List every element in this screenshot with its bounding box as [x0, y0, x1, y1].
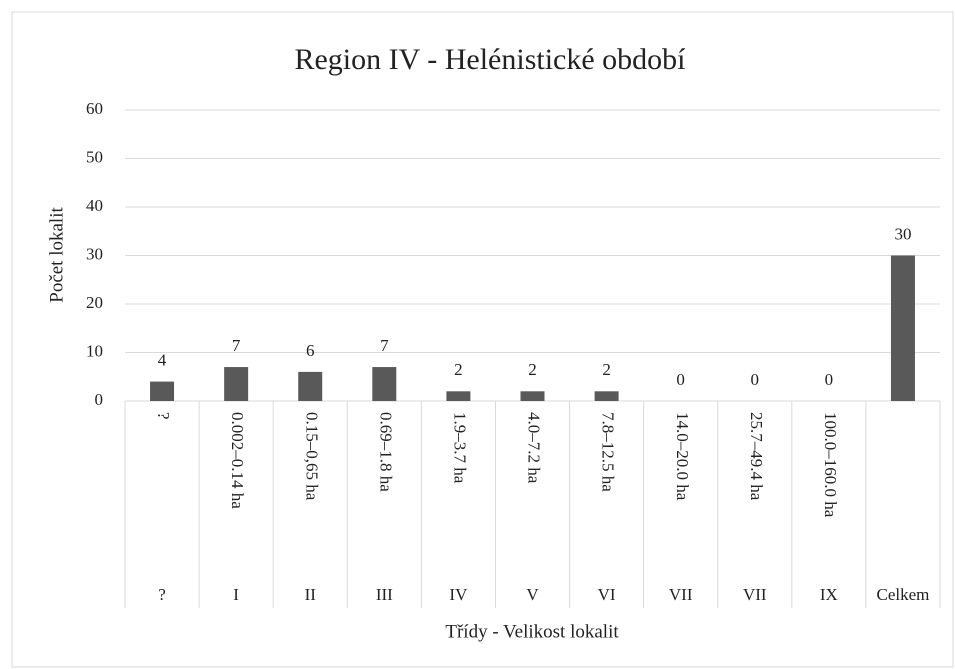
x-class-label: I: [233, 585, 239, 604]
bar: [372, 367, 397, 401]
y-tick-label: 10: [86, 341, 103, 360]
x-tick-label: 0.69–1.8 ha: [376, 412, 395, 492]
x-class-label: ?: [158, 585, 166, 604]
y-tick-label: 40: [86, 196, 103, 215]
x-class-label: VII: [743, 585, 767, 604]
x-tick-label: 1.9–3.7 ha: [451, 412, 470, 484]
data-label: 7: [380, 336, 389, 355]
y-tick-label: 60: [86, 99, 103, 118]
x-tick-label: 4.0–7.2 ha: [525, 412, 544, 484]
x-class-label: II: [305, 585, 317, 604]
y-tick-label: 50: [86, 147, 103, 166]
data-label: 2: [528, 360, 537, 379]
data-label: 7: [232, 336, 241, 355]
y-tick-label: 20: [86, 293, 103, 312]
data-label: 30: [894, 224, 911, 243]
x-tick-label: 7.8–12.5 ha: [599, 412, 618, 492]
x-axis-title: Třídy - Velikost lokalit: [445, 621, 619, 642]
x-tick-label: ?: [154, 412, 173, 420]
x-tick-label: 14.0–20.0 ha: [673, 412, 692, 501]
bar: [520, 391, 545, 401]
data-label: 0: [825, 370, 834, 389]
data-label: 4: [158, 351, 167, 370]
x-tick-label: 0.15–0,65 ha: [302, 412, 321, 501]
x-tick-label: 100.0–160.0 ha: [821, 412, 840, 518]
bar: [224, 367, 249, 401]
data-label: 0: [676, 370, 685, 389]
x-class-label: IX: [820, 585, 838, 604]
data-label: 2: [454, 360, 463, 379]
data-label: 6: [306, 341, 315, 360]
x-class-label: IV: [449, 585, 468, 604]
x-class-label: V: [526, 585, 539, 604]
data-label: 2: [602, 360, 611, 379]
x-tick-label: 0.002–0.14 ha: [228, 412, 247, 509]
x-class-label: VI: [598, 585, 616, 604]
y-tick-label: 0: [95, 390, 104, 409]
x-class-label: III: [376, 585, 393, 604]
bar: [150, 381, 175, 401]
x-class-label: Celkem: [877, 585, 930, 604]
bar: [594, 391, 619, 401]
bar: [446, 391, 471, 401]
x-tick-label: 25.7–49.4 ha: [747, 412, 766, 501]
bar: [890, 255, 915, 401]
y-axis-title: Počet lokalit: [46, 207, 67, 303]
y-tick-label: 30: [86, 244, 103, 263]
data-label: 0: [751, 370, 760, 389]
bar: [298, 371, 323, 401]
x-class-label: VII: [669, 585, 693, 604]
chart-title: Region IV - Helénistické období: [294, 43, 686, 76]
chart-border: [11, 11, 954, 668]
